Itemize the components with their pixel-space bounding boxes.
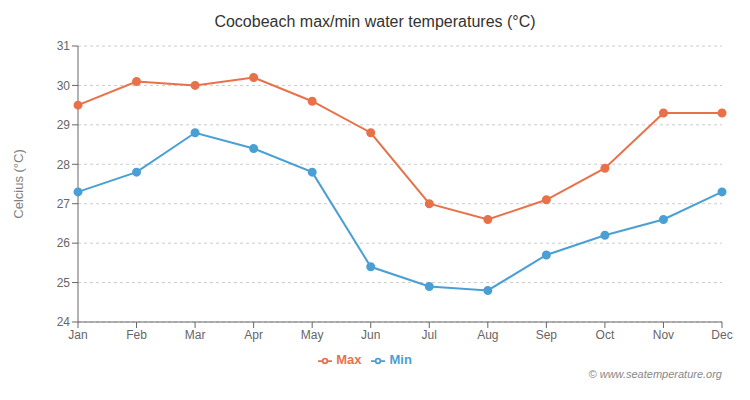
svg-text:Dec: Dec xyxy=(711,328,732,342)
svg-text:Jul: Jul xyxy=(422,328,437,342)
html-text:Min: Min xyxy=(389,352,412,367)
svg-text:Jun: Jun xyxy=(361,328,380,342)
svg-text:Oct: Oct xyxy=(596,328,615,342)
svg-text:27: 27 xyxy=(57,197,71,211)
svg-text:31: 31 xyxy=(57,39,71,53)
svg-text:30: 30 xyxy=(57,79,71,93)
svg-text:Nov: Nov xyxy=(653,328,674,342)
svg-text:Feb: Feb xyxy=(126,328,147,342)
svg-text:Jan: Jan xyxy=(68,328,87,342)
svg-text:Sep: Sep xyxy=(536,328,558,342)
svg-text:Aug: Aug xyxy=(477,328,498,342)
svg-text:28: 28 xyxy=(57,158,71,172)
svg-text:May: May xyxy=(301,328,324,342)
svg-text:29: 29 xyxy=(57,118,71,132)
svg-text:Mar: Mar xyxy=(185,328,206,342)
html-text:Cocobeach max/min water temper: Cocobeach max/min water temperatures (°C… xyxy=(214,13,536,30)
html-text:Max: Max xyxy=(336,352,362,367)
svg-text:26: 26 xyxy=(57,236,71,250)
svg-text:Apr: Apr xyxy=(244,328,263,342)
svg-text:24: 24 xyxy=(57,315,71,329)
svg-text:25: 25 xyxy=(57,276,71,290)
html-text:© www.seatemperature.org: © www.seatemperature.org xyxy=(588,368,722,380)
svg-text:Celcius (°C): Celcius (°C) xyxy=(11,149,26,218)
